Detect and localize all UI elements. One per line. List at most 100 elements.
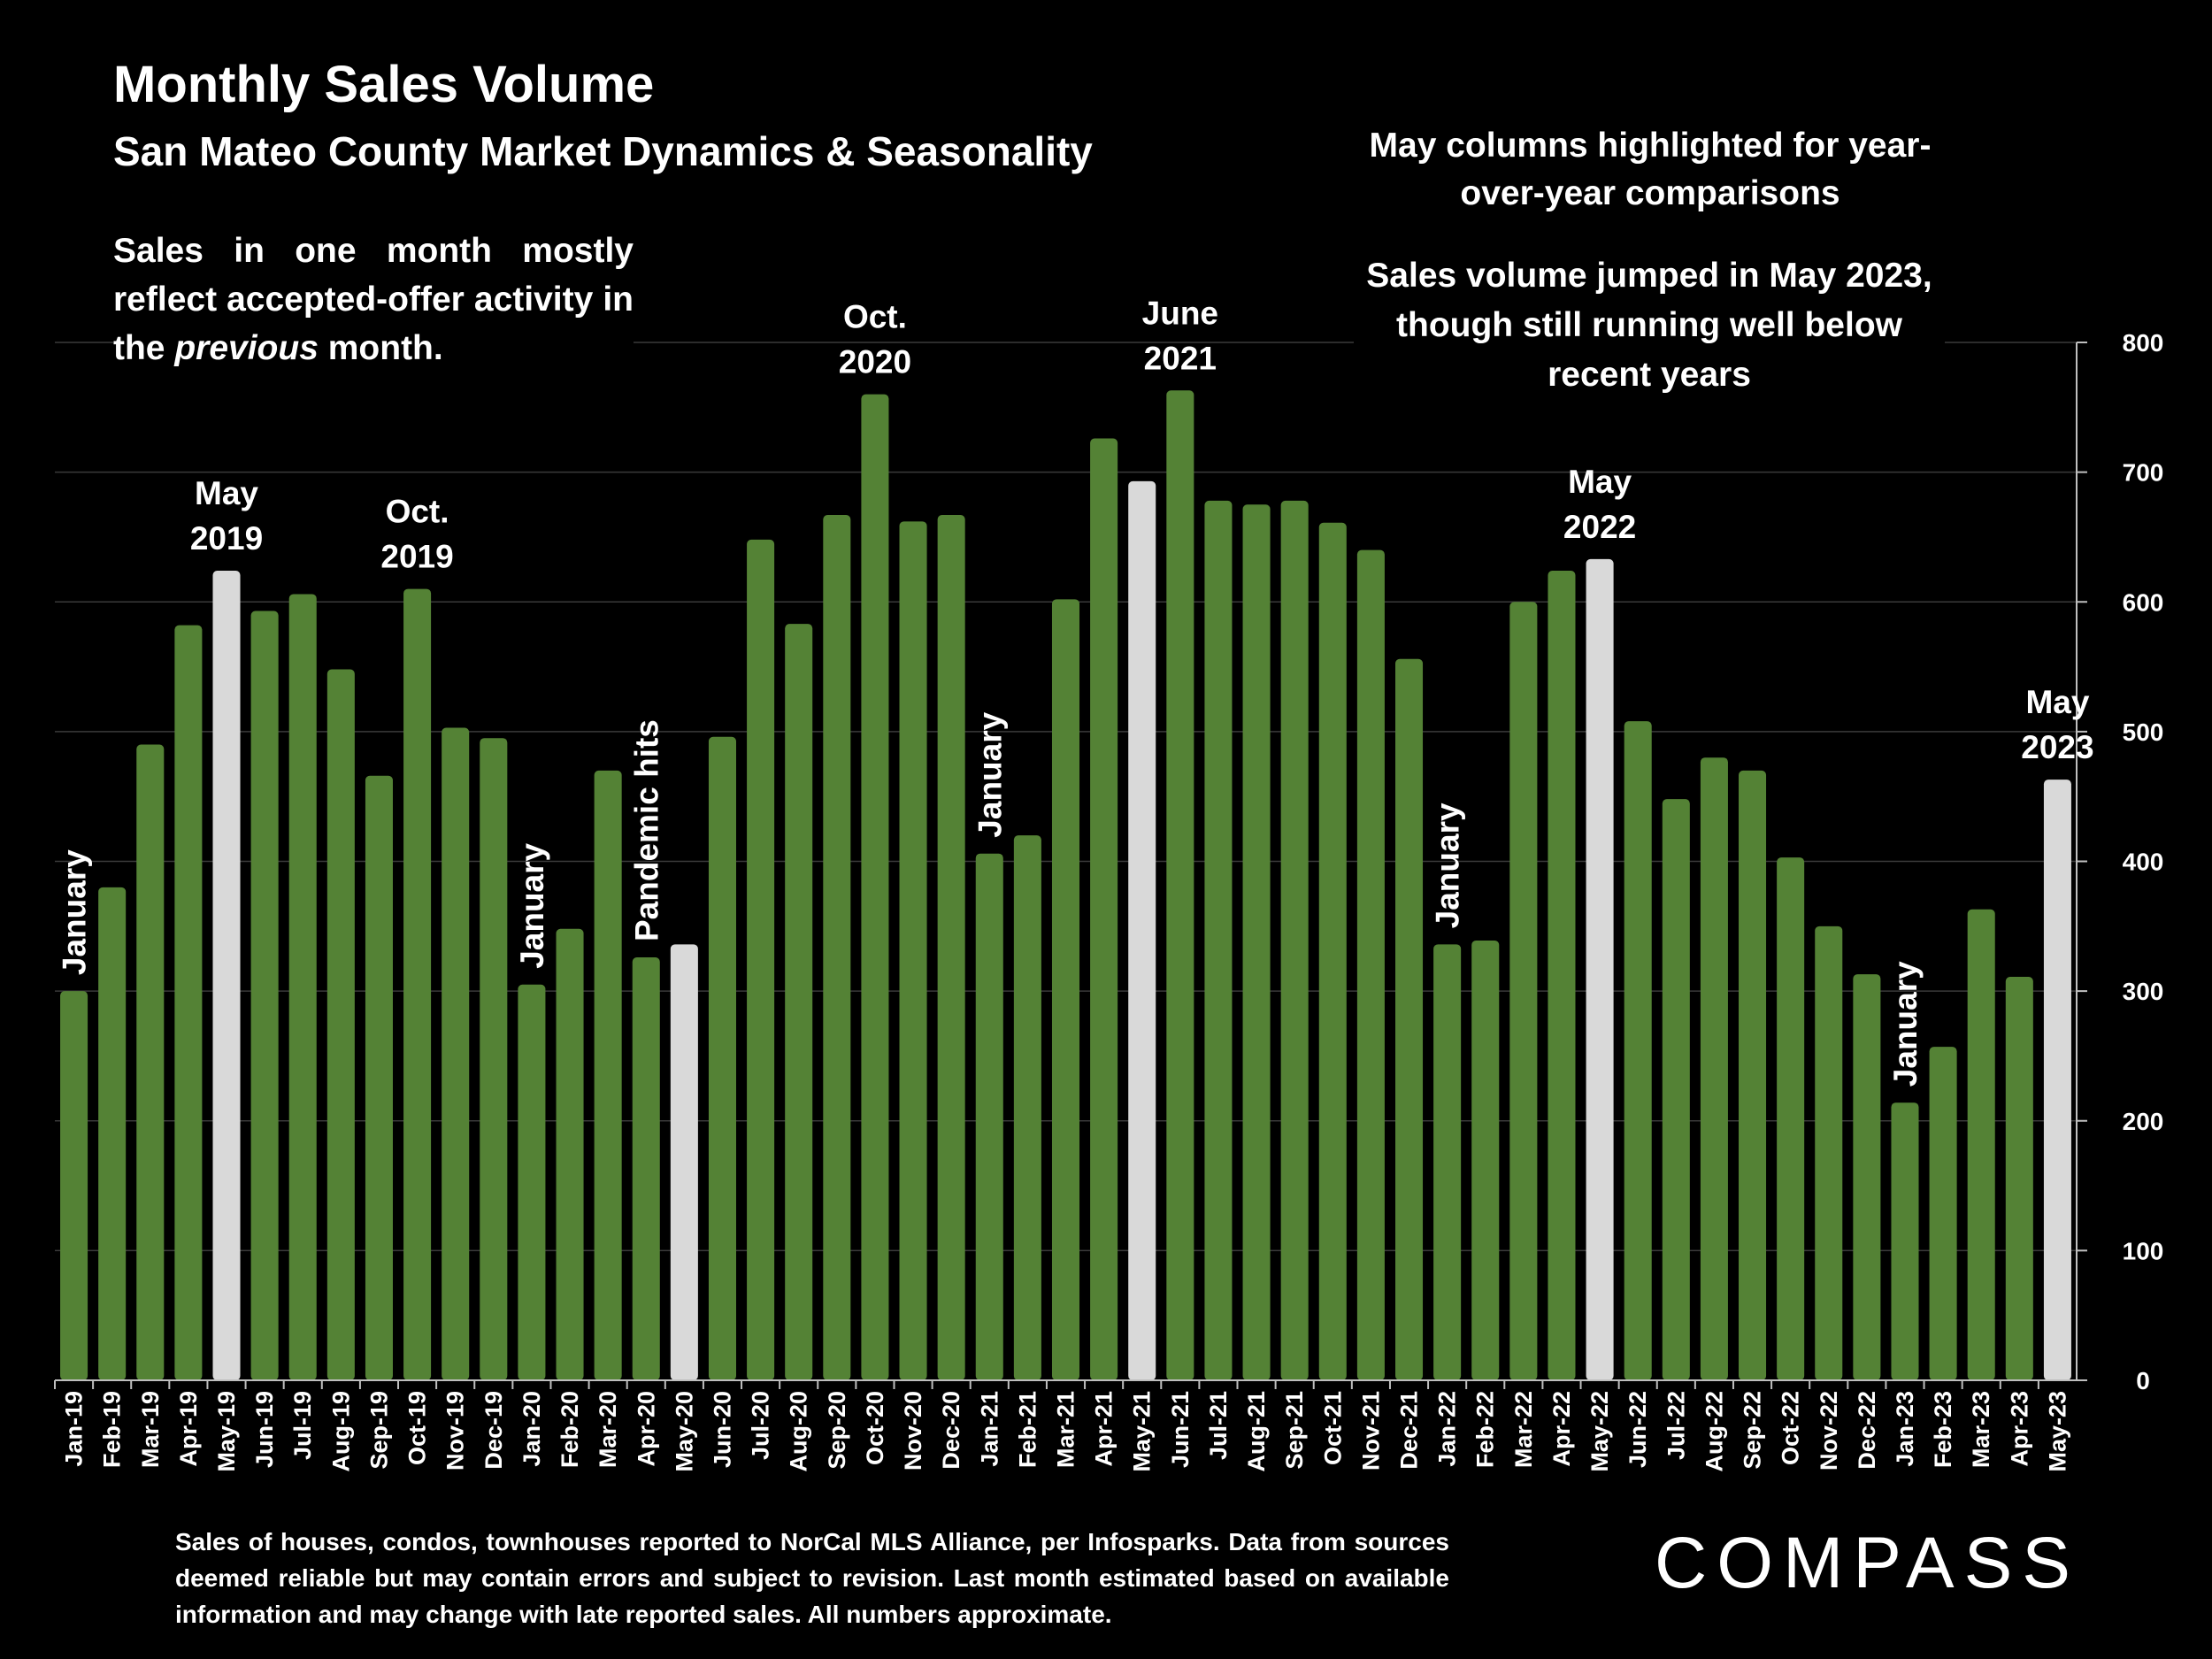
offer-activity-note: Sales in one month mostly reflect accept…	[113, 227, 634, 373]
bar	[1280, 500, 1309, 1380]
bar	[1090, 438, 1118, 1381]
annotation-label: January	[1430, 803, 1466, 928]
x-tick-label: May-20	[671, 1391, 697, 1472]
bar	[365, 775, 393, 1380]
bar	[1777, 857, 1805, 1380]
bar	[442, 727, 470, 1380]
x-tick-label: Nov-20	[900, 1391, 926, 1471]
bar	[98, 887, 127, 1380]
x-tick-label: Aug-19	[327, 1391, 354, 1472]
bar	[1662, 799, 1690, 1380]
x-tick-label: Jan-21	[976, 1391, 1002, 1467]
note-text: Sales in one month mostly reflect accept…	[113, 232, 634, 367]
bar	[747, 539, 775, 1380]
bar	[288, 594, 317, 1380]
x-tick-label: Oct-19	[404, 1391, 431, 1465]
bar	[1891, 1102, 1919, 1380]
x-tick-label: Sep-21	[1281, 1391, 1308, 1470]
annotation-label: Oct.	[843, 299, 907, 335]
y-tick-label: 300	[2123, 978, 2164, 1005]
bar-annotations: January May 2019 Oct. 2019 January Pandemic hi…	[57, 295, 2094, 1087]
bar	[480, 738, 508, 1380]
bar	[899, 521, 927, 1380]
x-tick-label: Oct-21	[1319, 1391, 1346, 1465]
y-tick-label: 500	[2123, 718, 2164, 746]
x-tick-label: Aug-22	[1701, 1391, 1727, 1472]
bar	[1815, 926, 1843, 1380]
x-tick-label: Apr-23	[2006, 1391, 2032, 1467]
bar	[1394, 658, 1424, 1380]
annotation-label: January	[972, 711, 1008, 837]
x-tick-label: Mar-23	[1968, 1391, 1994, 1468]
annotation-label: Oct.	[386, 494, 449, 530]
y-tick-label: 700	[2123, 459, 2164, 487]
bar	[1471, 940, 1500, 1380]
x-tick-label: Dec-19	[480, 1391, 507, 1470]
x-tick-label: Jun-22	[1624, 1391, 1651, 1468]
bar	[1929, 1047, 1957, 1380]
x-tick-label: Nov-19	[442, 1391, 469, 1471]
bar	[136, 744, 165, 1380]
x-tick-label: Jul-20	[748, 1391, 774, 1460]
x-tick-label: Mar-22	[1510, 1391, 1537, 1468]
bar	[1318, 522, 1347, 1380]
y-tick-label: 800	[2123, 329, 2164, 357]
bar	[708, 736, 737, 1380]
bar	[174, 625, 203, 1380]
bar	[1204, 500, 1233, 1380]
highlight-note: May columns highlighted for year-over-ye…	[1369, 127, 1932, 212]
bar	[1356, 549, 1385, 1380]
x-tick-label: Jul-22	[1663, 1391, 1689, 1460]
x-tick-label: Mar-19	[137, 1391, 164, 1468]
x-tick-label: Mar-20	[595, 1391, 621, 1468]
x-tick-label: Jun-20	[709, 1391, 735, 1468]
annotation-label: 2019	[380, 539, 453, 575]
bar	[1166, 390, 1194, 1381]
x-tick-label: Sep-19	[365, 1391, 392, 1470]
annotation-label: June	[1142, 295, 1218, 331]
x-tick-label: Oct-20	[862, 1391, 888, 1465]
bar	[632, 957, 660, 1380]
annotation-label: 2021	[1144, 340, 1217, 376]
bar	[1509, 602, 1538, 1380]
bar	[1051, 599, 1080, 1380]
annotation-label: May	[2025, 684, 2089, 720]
y-tick-label: 100	[2123, 1237, 2164, 1264]
bar	[1433, 944, 1462, 1380]
x-tick-label: Oct-22	[1778, 1391, 1804, 1465]
x-tick-label: Feb-20	[557, 1391, 583, 1468]
bar	[250, 611, 279, 1380]
x-tick-label: Feb-22	[1472, 1391, 1499, 1468]
y-tick-label: 0	[2136, 1367, 2150, 1394]
x-tick-label: May-21	[1129, 1391, 1156, 1472]
annotation-label: January	[1887, 961, 1924, 1087]
x-tick-label: Apr-22	[1548, 1391, 1575, 1467]
bar	[1013, 835, 1041, 1380]
x-tick-label: Aug-20	[786, 1391, 812, 1472]
note-emphasis: previous	[174, 329, 319, 367]
bar	[518, 984, 546, 1380]
x-tick-label: Jul-21	[1205, 1391, 1232, 1460]
x-tick-label: Nov-21	[1357, 1391, 1384, 1471]
x-tick-label: Mar-21	[1053, 1391, 1079, 1468]
bar-highlighted	[212, 571, 241, 1380]
bar	[2005, 976, 2033, 1380]
bar	[1548, 571, 1576, 1380]
x-tick-label: May-22	[1586, 1391, 1613, 1472]
x-tick-label: Jun-21	[1167, 1391, 1194, 1468]
y-tick-label: 600	[2123, 588, 2164, 616]
x-tick-label: Nov-22	[1816, 1391, 1842, 1471]
bar	[60, 991, 88, 1380]
bars	[60, 390, 2071, 1381]
x-tick-label: Sep-20	[824, 1391, 850, 1470]
bar	[556, 928, 584, 1380]
bar	[594, 770, 622, 1380]
chart-subtitle: San Mateo County Market Dynamics & Seaso…	[113, 128, 1093, 174]
x-tick-label: Aug-21	[1243, 1391, 1270, 1472]
bar	[861, 394, 889, 1380]
bar	[785, 624, 813, 1380]
annotation-label: 2020	[839, 344, 911, 380]
annotation-label: 2022	[1563, 509, 1636, 545]
x-tick-label: May-19	[213, 1391, 240, 1472]
x-tick-label: Jan-22	[1434, 1391, 1461, 1467]
